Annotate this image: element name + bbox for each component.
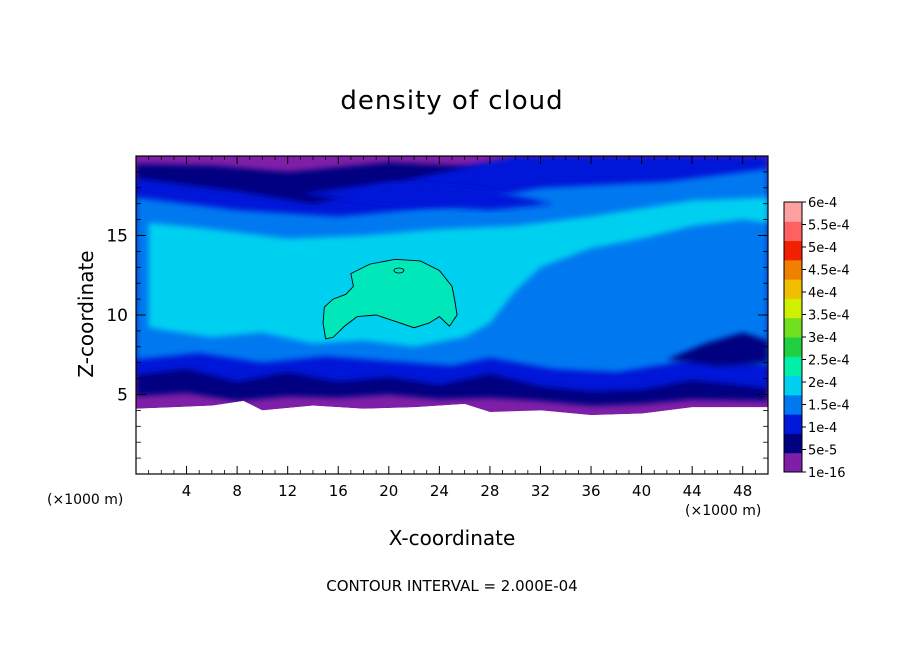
colorbar-swatch [784,337,802,357]
colorbar-swatch [784,298,802,319]
colorbar-swatch [784,202,802,222]
colorbar-swatch [784,279,802,299]
x-axis-label: X-coordinate [388,526,516,550]
x-tick-label: 12 [278,482,297,500]
y-tick-label: 15 [106,227,128,247]
x-tick-label: 24 [430,482,449,500]
colorbar-label: 5.5e-4 [808,219,850,234]
colorbar-label: 2.5e-4 [808,354,850,369]
x-tick-label: 16 [329,482,348,500]
colorbar-swatch [784,221,802,242]
y-tick-label: 10 [106,306,128,326]
x-tick-label: 40 [632,482,651,500]
colorbar-swatch [784,394,802,415]
colorbar-swatch [784,375,802,396]
y-axis-unit: (×1000 m) [47,492,124,508]
x-tick-label: 4 [182,482,192,500]
colorbar-swatch [784,452,802,473]
colorbar-swatch [784,414,802,434]
pocket-navy [666,332,768,366]
colorbar-label: 5e-5 [808,444,837,459]
x-axis-unit: (×1000 m) [685,503,762,519]
colorbar: 1e-16 5e-5 1e-4 1.5e-4 2e-4 2.5e-4 3e-4 3.5e-4 4… [783,196,850,481]
x-tick-label: 44 [683,482,702,500]
colorbar-label: 5e-4 [808,241,837,256]
colorbar-label: 2e-4 [808,376,837,391]
contour-line-small [393,267,405,274]
chart-title: density of cloud [340,86,564,116]
colorbar-label: 1.5e-4 [808,399,850,414]
colorbar-swatch [784,317,802,338]
colorbar-swatch [784,259,802,280]
colorbar-label: 4e-4 [808,286,837,301]
level-band-2.5e-4 [323,259,458,339]
density-field [136,156,768,474]
level-band-2e-4 [148,197,768,347]
contour-interval-note: CONTOUR INTERVAL = 2.000E-04 [326,577,578,595]
colorbar-label: 3.5e-4 [808,309,850,324]
colorbar-label: 1e-16 [808,466,846,481]
x-tick-label: 28 [480,482,499,500]
colorbar-label: 1e-4 [808,421,837,436]
contour-line [322,258,458,340]
x-tick-label: 20 [379,482,398,500]
y-tick-label: 5 [117,386,128,406]
x-tick-label: 48 [733,482,752,500]
no-data-region [136,400,768,474]
pocket-blue [300,181,554,211]
x-tick-label: 8 [232,482,242,500]
colorbar-label: 6e-4 [808,196,837,211]
x-tick-label: 32 [531,482,550,500]
colorbar-swatch [784,356,802,377]
x-tick-label: 36 [581,482,600,500]
colorbar-label: 3e-4 [808,331,837,346]
colorbar-swatch [784,240,802,261]
colorbar-label: 4.5e-4 [808,264,850,279]
colorbar-swatch [784,433,802,454]
